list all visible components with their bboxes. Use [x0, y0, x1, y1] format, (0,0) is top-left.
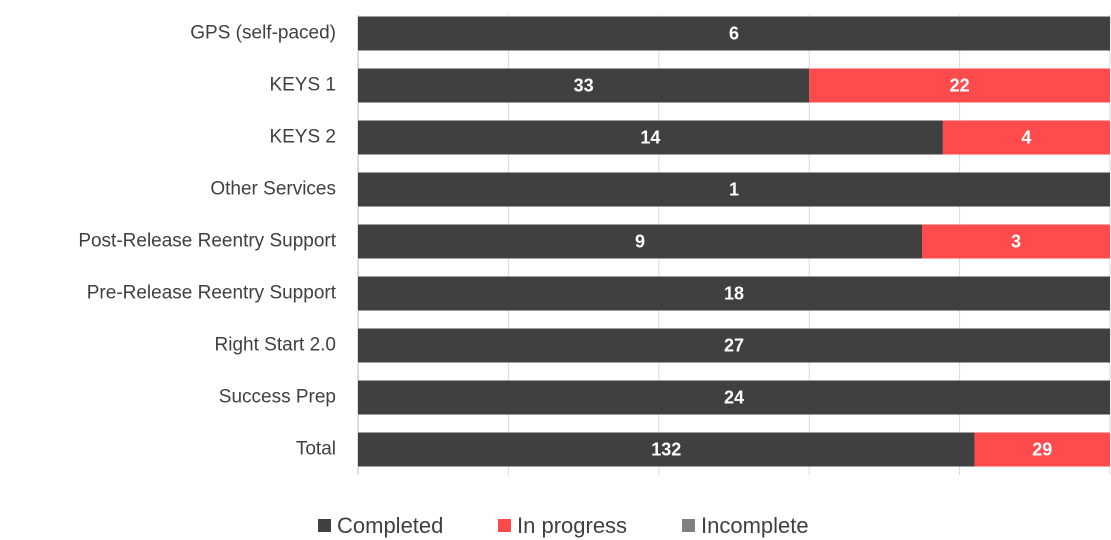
data-label: 24	[724, 387, 744, 407]
data-label: 18	[724, 283, 744, 303]
bar-segment	[358, 328, 1110, 363]
data-label: 9	[635, 231, 645, 251]
bar-segment	[358, 120, 943, 155]
data-label: 1	[729, 179, 739, 199]
bar-segment	[358, 276, 1110, 311]
category-label: Total	[296, 439, 336, 460]
bar-segment	[358, 432, 975, 467]
data-label: 27	[724, 335, 744, 355]
data-label: 14	[640, 127, 660, 147]
legend-swatch	[318, 519, 331, 532]
bar-segment	[922, 224, 1110, 259]
category-label: Post-Release Reentry Support	[78, 231, 336, 252]
bar-segment	[358, 224, 922, 259]
legend-swatch	[498, 519, 511, 532]
data-label: 33	[574, 75, 594, 95]
category-label: GPS (self-paced)	[190, 23, 336, 44]
category-label: Pre-Release Reentry Support	[87, 283, 337, 304]
data-label: 29	[1032, 439, 1052, 459]
category-label: Right Start 2.0	[215, 335, 336, 356]
category-label: KEYS 1	[269, 75, 336, 96]
bar-segment	[358, 68, 810, 103]
legend-label: Incomplete	[701, 513, 809, 538]
data-label: 22	[950, 75, 970, 95]
category-label: KEYS 2	[269, 127, 336, 148]
bar-segment	[942, 120, 1110, 155]
bar-segment	[809, 68, 1110, 103]
bar-segment	[358, 380, 1110, 415]
category-label: Other Services	[210, 179, 336, 200]
legend-label: Completed	[337, 513, 443, 538]
category-label: Success Prep	[219, 387, 336, 408]
legend-swatch	[682, 519, 695, 532]
data-label: 3	[1011, 231, 1021, 251]
legend-label: In progress	[517, 513, 627, 538]
bar-segment	[358, 172, 1110, 207]
bar-segment	[974, 432, 1110, 467]
data-label: 6	[729, 23, 739, 43]
data-label: 132	[651, 439, 681, 459]
data-label: 4	[1021, 127, 1031, 147]
bar-segment	[358, 16, 1110, 51]
